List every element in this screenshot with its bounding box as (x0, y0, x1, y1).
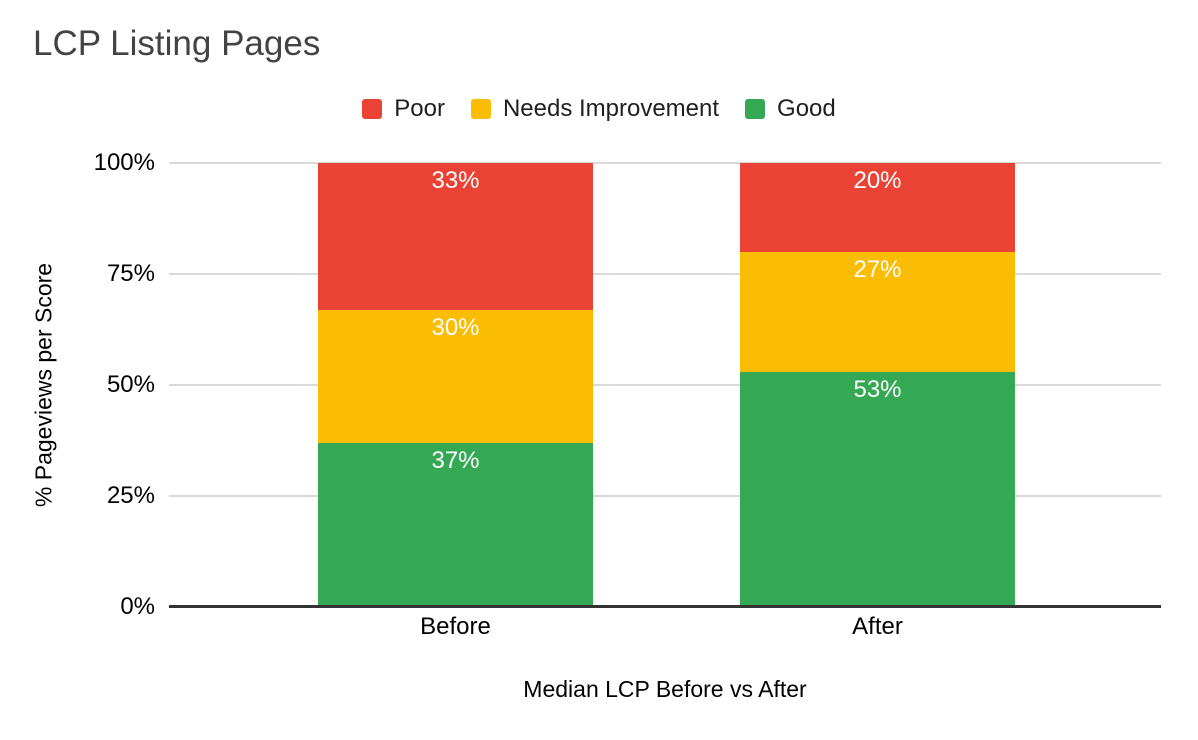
legend-label-poor: Poor (394, 95, 445, 122)
y-tick-50: 50% (106, 371, 155, 398)
x-axis-title: Median LCP Before vs After (523, 676, 807, 702)
bar-before: 33% 30% 37% (318, 163, 593, 607)
segment-after-poor: 20% (740, 163, 1015, 252)
legend-item-good: Good (745, 97, 836, 121)
legend-label-needs-improvement: Needs Improvement (502, 95, 720, 122)
gridline-100 (169, 162, 1161, 164)
segment-before-good: 37% (318, 442, 593, 607)
gridline-50 (169, 384, 1161, 386)
value-label-before-poor: 33% (431, 167, 480, 194)
x-axis-label-after: After (852, 613, 903, 640)
legend-swatch-poor (362, 99, 383, 119)
legend-item-needs-improvement: Needs Improvement (470, 95, 720, 122)
gridline-75 (169, 273, 1161, 275)
value-label-after-poor: 20% (853, 167, 902, 194)
segment-after-needs-improvement: 27% (740, 251, 1015, 372)
value-label-after-needs-improvement: 27% (853, 255, 902, 283)
chart-title: LCP Listing Pages (33, 24, 321, 63)
bar-after: 20% 27% 53% (740, 163, 1015, 607)
segment-before-needs-improvement: 30% (318, 309, 593, 443)
legend-swatch-good (745, 99, 766, 119)
plot-area: 33% 30% 37% 20% 27% 53% (169, 162, 1161, 608)
legend-item-poor: Poor (362, 97, 445, 121)
value-label-before-needs-improvement: 30% (431, 313, 480, 341)
legend: Poor Needs Improvement Good (0, 97, 1198, 121)
value-label-before-good: 37% (431, 446, 480, 474)
y-tick-75: 75% (106, 260, 155, 287)
legend-label-good: Good (777, 95, 836, 122)
x-axis-label-before: Before (420, 613, 491, 640)
y-axis-ticks: 0% 25% 50% 75% 100% (0, 0, 155, 740)
gridline-25 (169, 495, 1161, 497)
segment-before-poor: 33% (318, 163, 593, 310)
value-label-after-good: 53% (853, 375, 902, 403)
segment-after-good: 53% (740, 371, 1015, 607)
legend-swatch-needs-improvement (470, 99, 491, 119)
y-tick-100: 100% (93, 149, 155, 176)
x-axis-line (169, 605, 1161, 608)
y-tick-0: 0% (120, 593, 155, 620)
y-tick-25: 25% (106, 482, 155, 509)
